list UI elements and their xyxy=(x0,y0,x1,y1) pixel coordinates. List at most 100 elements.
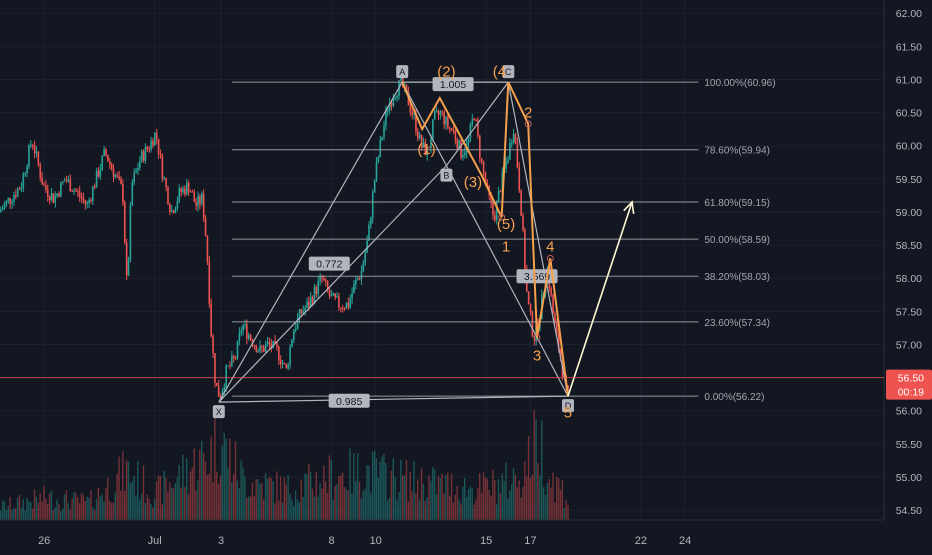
volume-bar xyxy=(182,454,184,520)
pattern-leg-xd[interactable] xyxy=(218,395,568,403)
volume-bar xyxy=(69,509,71,520)
candle-body xyxy=(165,178,167,188)
candle-body xyxy=(108,161,111,164)
volume-bar xyxy=(37,502,39,520)
candle-body xyxy=(477,120,479,136)
candle-body xyxy=(135,170,137,173)
volume-bar xyxy=(146,494,148,520)
volume-bar xyxy=(448,495,451,520)
pattern-ratio-label: 0.985 xyxy=(336,396,362,408)
volume-bar xyxy=(154,498,156,520)
volume-bar xyxy=(208,473,210,520)
volume-bar xyxy=(189,471,192,520)
volume-bar xyxy=(88,497,90,520)
volume-bar xyxy=(137,461,139,520)
candle-body xyxy=(494,215,496,221)
pattern-leg-xa[interactable] xyxy=(218,81,403,403)
candle-body xyxy=(394,97,397,100)
candle-body xyxy=(336,296,338,298)
candle-body xyxy=(33,145,36,154)
volume-bar xyxy=(157,475,160,520)
candle-body xyxy=(467,138,470,144)
candle-body xyxy=(78,191,81,197)
candle-body xyxy=(223,386,226,391)
candle-body xyxy=(514,133,517,143)
candle-body xyxy=(454,130,457,140)
candle-body xyxy=(497,191,500,202)
candle-body xyxy=(97,170,100,177)
pattern-leg-bc[interactable] xyxy=(445,81,509,166)
pattern-leg-cd[interactable] xyxy=(507,82,569,397)
candle-body xyxy=(247,335,250,339)
candle-body xyxy=(428,147,430,149)
volume-bar xyxy=(236,480,239,520)
volume-bar xyxy=(467,489,470,520)
fib-level-label: 0.00%(56.22) xyxy=(704,392,764,403)
pattern-point-b: B xyxy=(443,171,449,181)
fib-retracement[interactable]: 100.00%(60.96) 78.60%(59.94) 61.80%(59.15)… xyxy=(232,78,776,403)
volume-bar xyxy=(488,489,490,520)
candle-body xyxy=(163,178,166,180)
volume-bar xyxy=(180,487,182,520)
candle-body xyxy=(567,385,569,390)
candle-body xyxy=(189,191,192,193)
candle-body xyxy=(492,202,494,216)
volume-bar xyxy=(479,473,481,520)
candle-body xyxy=(152,140,154,146)
projection-arrow-head[interactable] xyxy=(623,200,635,215)
last-price-badge xyxy=(886,369,932,400)
volume-bar xyxy=(169,481,171,520)
pattern-ratio-badge xyxy=(308,256,350,271)
candle-body xyxy=(50,193,53,201)
volume-bar xyxy=(437,475,440,520)
price-axis[interactable]: 62.00 61.50 61.00 60.50 60.00 59.50 59.00 58.50… xyxy=(883,0,932,550)
volume-bar xyxy=(458,499,460,520)
candle-body xyxy=(208,261,211,304)
candle-body xyxy=(169,204,171,212)
elliott-wave-line[interactable] xyxy=(401,81,569,397)
candle-body xyxy=(296,318,299,329)
candle-body xyxy=(123,202,126,243)
projection-arrow[interactable] xyxy=(567,200,635,397)
candle-body xyxy=(199,196,201,204)
candle-body xyxy=(413,113,415,115)
volume-bar xyxy=(407,501,410,520)
candle-body xyxy=(229,365,231,367)
candle-body xyxy=(353,284,355,294)
candle-body xyxy=(191,191,194,193)
time-axis[interactable]: 26 Jul 3 8 10 15 17 22 24 xyxy=(0,519,932,550)
elliott-wave[interactable]: (1) (2) (3) (4 (5) 1 2 3 4 5 xyxy=(401,64,572,422)
time-tick-label: 10 xyxy=(370,535,382,547)
volume-bar xyxy=(281,502,284,520)
pattern-ratio-label: 3.569 xyxy=(524,271,550,283)
candle-body xyxy=(197,196,199,206)
volume-bar xyxy=(56,499,58,520)
pattern-leg-xb[interactable] xyxy=(218,165,447,403)
volume-bar xyxy=(388,497,391,520)
volume-bar xyxy=(347,490,349,520)
pattern-point-badge xyxy=(502,65,515,79)
projection-arrow-line[interactable] xyxy=(567,201,633,397)
pattern-leg-bd[interactable] xyxy=(445,165,569,397)
candle-body xyxy=(244,324,246,326)
volume-bar xyxy=(533,410,535,520)
volume-bar xyxy=(276,471,278,520)
candle-body xyxy=(99,169,102,177)
candle-body xyxy=(505,162,507,169)
candle-body xyxy=(315,287,318,294)
candle-body xyxy=(328,290,331,297)
candle-body xyxy=(262,347,265,352)
volume-bar xyxy=(542,487,545,520)
volume-bar xyxy=(223,432,225,520)
volume-bar xyxy=(93,509,96,520)
volume-bar xyxy=(529,478,532,520)
xabcd-pattern[interactable]: X A B C D 0.772 1.005 3.569 0.985 xyxy=(212,65,574,419)
volume-bar xyxy=(386,500,389,520)
candle-body xyxy=(475,119,477,121)
volume-bar xyxy=(294,490,297,520)
candle-body xyxy=(362,262,365,271)
candle-body xyxy=(216,382,218,386)
candle-body xyxy=(253,345,256,347)
